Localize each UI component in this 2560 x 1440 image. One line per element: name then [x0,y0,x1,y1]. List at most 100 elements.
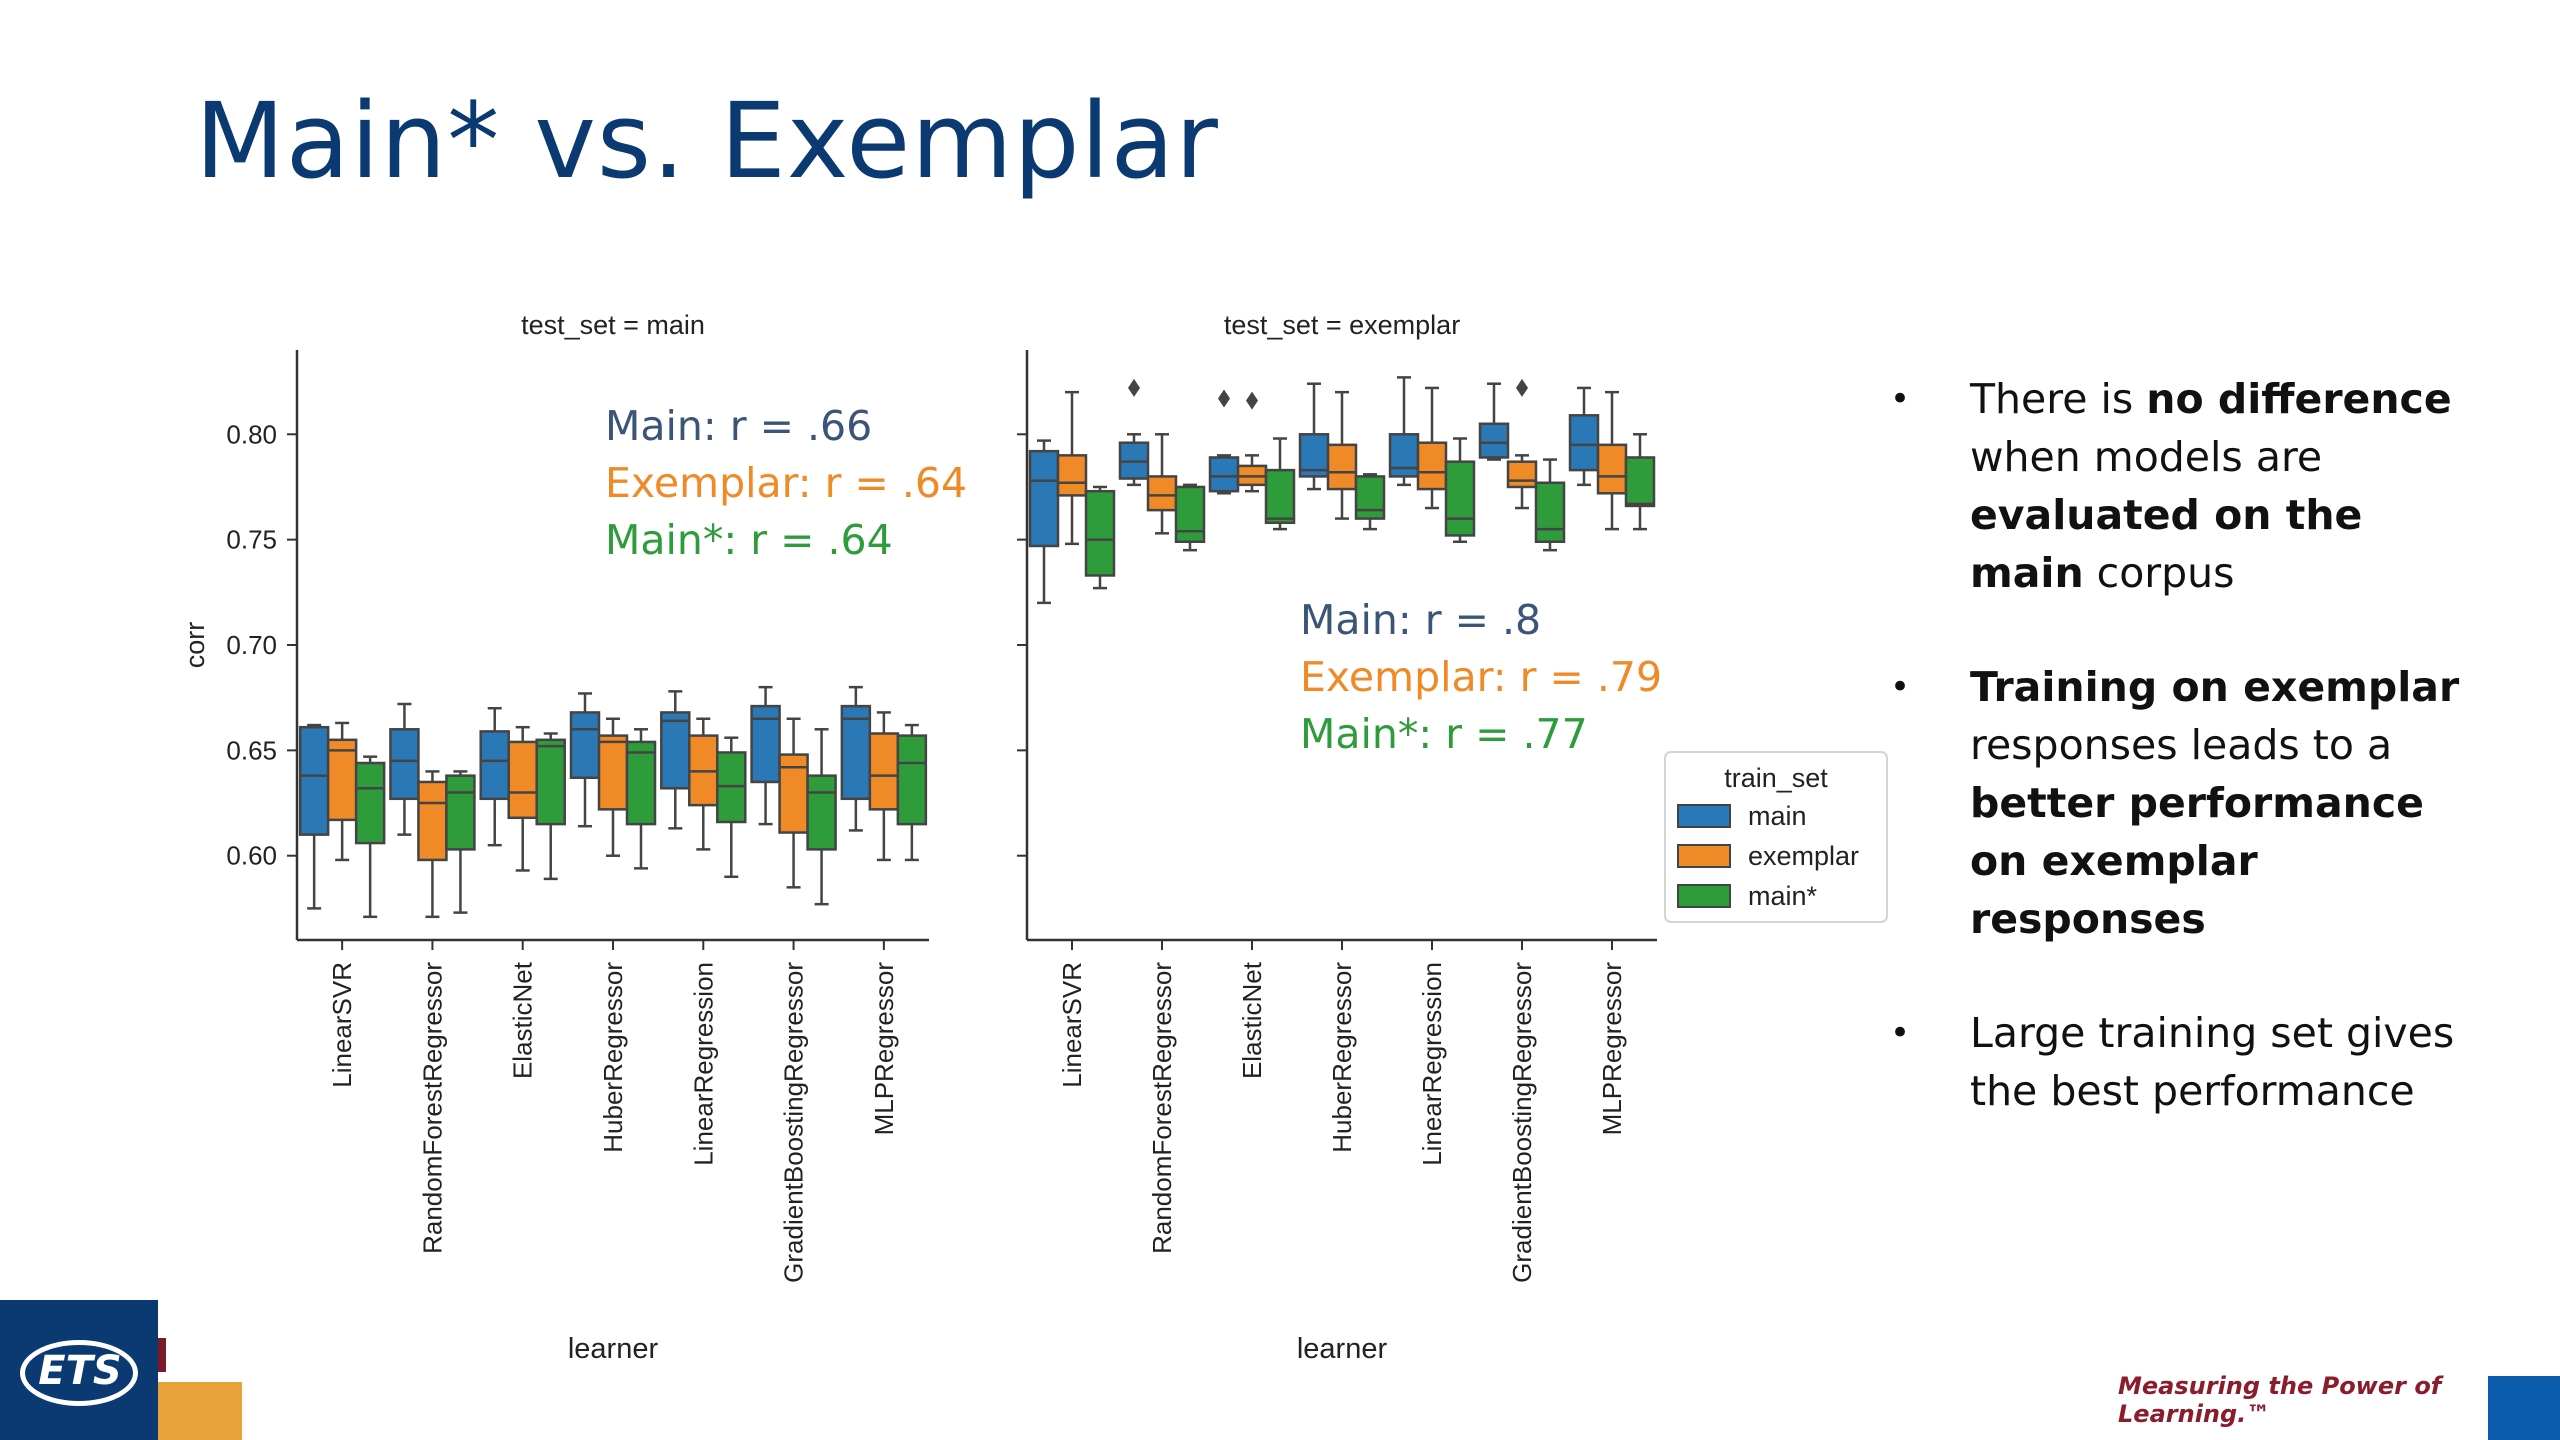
legend-label: main [1748,801,1807,831]
box-main-star [1354,475,1386,520]
logo-ellipse-icon [20,1340,138,1406]
box-main-star [1084,489,1116,577]
outlier-point [1128,378,1140,397]
r-annotation: Main*: r = .64 [605,516,893,564]
bullet-text: responses leads to a [1970,721,2393,769]
legend-swatch [1677,884,1731,908]
box-main-star [445,774,476,851]
outlier-point [1218,389,1230,408]
bullet-text: evaluated on the main [1970,491,2363,597]
box-main-star [1174,485,1206,544]
x-tick-label: RandomForestRegressor [417,962,447,1254]
box-main [840,704,872,801]
y-tick-label: 0.80 [226,419,277,449]
x-tick-label: LinearSVR [1057,962,1087,1088]
legend-label: main* [1748,881,1818,911]
box-exemplar [1056,454,1088,497]
x-tick-label: LinearRegression [688,962,718,1166]
panel-title: test_set = main [521,310,705,340]
x-tick-label: MLPRegressor [1597,962,1627,1136]
box-exemplar [597,734,629,811]
panel-0: test_set = main 0.60 0.65 0.70 0.75 0.80 Linea… [226,310,967,1365]
bullet-item: • Large training set gives the best perfo… [1890,1004,2490,1120]
y-tick-label: 0.70 [226,630,277,660]
legend-label: exemplar [1748,841,1859,871]
bullet-item: • Training on exemplar responses leads to… [1890,658,2490,948]
r-annotation: Main: r = .66 [605,402,872,450]
y-tick-label: 0.75 [226,525,277,555]
ets-logo: ETS [0,1300,158,1440]
bullet-text: better performance on exemplar responses [1970,779,2424,943]
box-main [750,704,781,784]
box-exemplar [1506,460,1538,489]
corner-accent [2488,1376,2560,1440]
box-exemplar [1146,475,1178,512]
tagline: Measuring the Power of Learning.™ [2118,1372,2442,1428]
panel-title: test_set = exemplar [1224,310,1460,340]
y-tick-label: 0.65 [226,735,277,765]
box-main [660,711,691,790]
x-tick-label: RandomForestRegressor [1147,962,1177,1254]
box-main-star [1624,456,1656,508]
box-exemplar [1326,443,1358,491]
x-tick-label: ElasticNet [1237,961,1267,1079]
box-main [479,730,510,801]
box-exemplar [507,740,538,820]
box-main-star [1534,481,1566,543]
bullet-list: • There is no difference when models are … [1890,370,2490,1176]
box-main [1028,449,1060,548]
bullet-text: when models are [1970,433,2323,481]
r-annotation: Main: r = .8 [1300,596,1541,644]
box-main [298,725,330,836]
box-main-star [625,740,657,826]
x-tick-label: MLPRegressor [869,962,899,1136]
x-tick-label: LinearSVR [327,962,357,1088]
box-main [1568,414,1600,472]
box-exemplar [326,738,358,822]
legend-swatch [1677,844,1731,868]
bullet-text: no difference [2146,375,2452,423]
box-main-star [354,761,386,845]
box-exemplar [417,780,448,862]
x-tick-label: GradientBoostingRegressor [779,962,809,1283]
bullet-dot-icon: • [1890,1013,1911,1053]
box-main-star [1264,468,1296,525]
x-tick-label: ElasticNet [508,961,538,1079]
outlier-point [1516,378,1528,397]
box-main [1478,422,1510,459]
slide-title: Main* vs. Exemplar [195,80,1219,202]
box-main-star [896,734,928,826]
box-exemplar [868,732,900,811]
outlier-point [1246,391,1258,410]
x-axis-label: learner [568,1333,659,1365]
bullet-text: There is [1970,375,2147,423]
bullet-text: Large training set gives the best perfor… [1970,1009,2455,1115]
bullet-dot-icon: • [1890,379,1911,419]
x-tick-label: LinearRegression [1417,962,1447,1166]
x-tick-label: HuberRegressor [1327,962,1357,1153]
x-axis-label: learner [1297,1333,1388,1365]
panel-1: test_set = exemplar LinearSVR RandomForest… [1017,310,1662,1365]
logo-accent-maroon [158,1338,166,1372]
box-exemplar [1416,441,1448,491]
bullet-text: corpus [2083,549,2235,597]
r-annotation: Exemplar: r = .79 [1300,653,1662,701]
x-tick-label: GradientBoostingRegressor [1507,962,1537,1283]
legend-frame [1664,751,1888,923]
box-main-star [1444,460,1476,537]
bullet-item: • There is no difference when models are … [1890,370,2490,602]
logo-text: ETS [38,1348,122,1394]
y-tick-label: 0.60 [226,841,277,871]
logo-accent-orange [158,1382,242,1440]
box-exemplar [1596,443,1628,495]
legend-title: train_set [1724,763,1828,793]
box-main [1388,433,1420,478]
bullet-text: Training on exemplar [1970,663,2460,711]
box-main-star [535,738,566,826]
box-main [389,728,420,801]
legend-swatch [1677,804,1731,828]
box-main-star [806,774,837,851]
box-main [569,711,601,780]
